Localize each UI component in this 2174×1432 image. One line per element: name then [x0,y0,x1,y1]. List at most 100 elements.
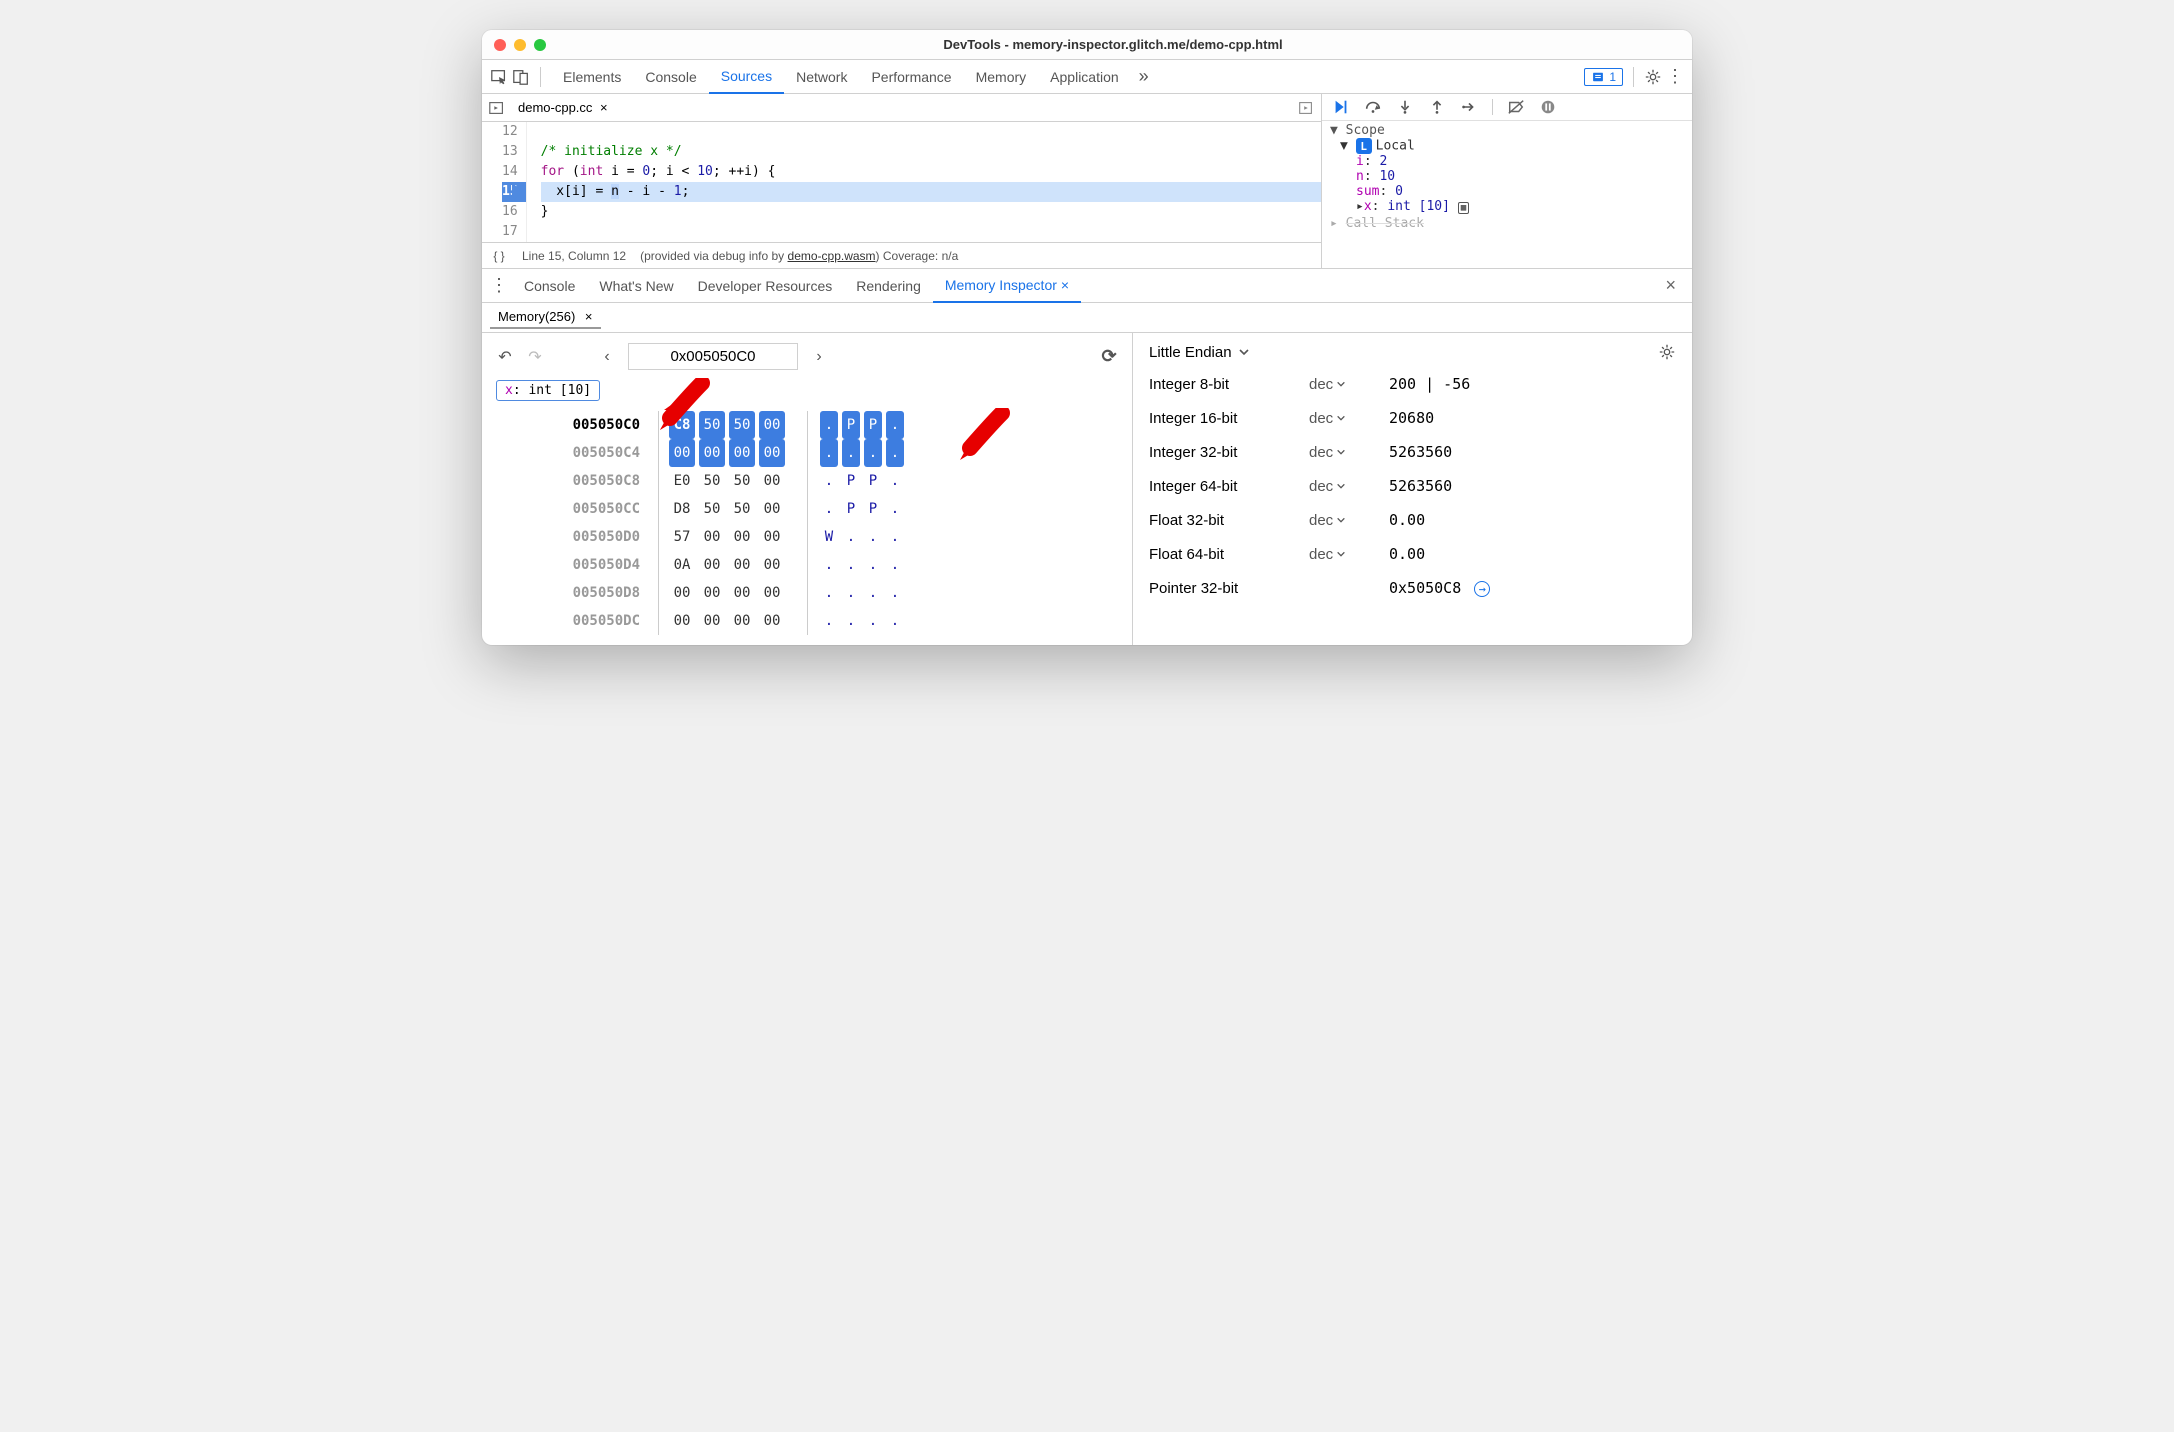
value-display: 200 | -56 [1389,375,1676,393]
hex-bytes[interactable]: 00000000 [658,607,808,635]
hex-address: 005050D4 [556,551,646,579]
next-page-icon[interactable]: › [810,348,828,366]
debugger-toolbar [1322,94,1692,121]
file-tab[interactable]: demo-cpp.cc × [514,100,612,115]
callstack-header[interactable]: ▸ Call Stack [1330,216,1684,231]
cursor-position: Line 15, Column 12 [522,249,626,263]
value-type-label: Float 64-bit [1149,546,1299,563]
value-mode-select[interactable]: dec [1309,546,1379,563]
step-into-icon[interactable] [1396,98,1414,116]
hex-bytes[interactable]: 0A000000 [658,551,808,579]
more-tabs-icon[interactable]: » [1135,68,1153,86]
scope-local[interactable]: ▼ LLocal [1330,138,1684,154]
close-drawer-tab-icon[interactable]: × [1061,277,1069,293]
pause-exceptions-icon[interactable] [1539,98,1557,116]
value-display: 20680 [1389,409,1676,427]
close-tab-icon[interactable]: × [600,100,608,115]
value-interpreter: Little Endian Integer 8-bit dec 200 | -56… [1132,333,1692,645]
maximize-window-button[interactable] [534,39,546,51]
main-tab-elements[interactable]: Elements [551,60,633,94]
run-snippet-icon[interactable] [1297,99,1315,117]
drawer-kebab-icon[interactable]: ⋮ [490,277,508,295]
hex-address: 005050CC [556,495,646,523]
scope-var-n[interactable]: n: 10 [1330,169,1684,184]
main-tab-memory[interactable]: Memory [964,60,1039,94]
hex-bytes[interactable]: 57000000 [658,523,808,551]
scope-var-x[interactable]: ▸x: int [10] ▦ [1330,199,1684,214]
prev-page-icon[interactable]: ‹ [598,348,616,366]
redo-icon[interactable]: ↷ [526,348,544,366]
navigator-toggle-icon[interactable] [488,99,506,117]
value-type-label: Integer 64-bit [1149,478,1299,495]
drawer-tab-memory-inspector[interactable]: Memory Inspector × [933,269,1081,303]
settings-icon[interactable] [1644,68,1662,86]
hex-ascii: .PP. [820,411,940,439]
debugger-sidebar: ▼ Scope ▼ LLocal i: 2 n: 10 sum: 0▸x: in… [1322,94,1692,268]
hex-bytes[interactable]: D8505000 [658,495,808,523]
main-tab-console[interactable]: Console [633,60,708,94]
hex-ascii: .PP. [820,495,940,523]
refresh-icon[interactable]: ⟳ [1100,348,1118,366]
format-icon[interactable]: { } [490,247,508,265]
main-tab-network[interactable]: Network [784,60,859,94]
titlebar: DevTools - memory-inspector.glitch.me/de… [482,30,1692,60]
device-toolbar-icon[interactable] [512,68,530,86]
hex-bytes[interactable]: 00000000 [658,439,808,467]
value-mode-select[interactable]: dec [1309,512,1379,529]
object-chip[interactable]: x: int [10] [496,380,600,401]
value-type-label: Integer 8-bit [1149,376,1299,393]
hex-ascii: .... [820,439,940,467]
scope-var-i[interactable]: i: 2 [1330,154,1684,169]
wasm-link[interactable]: demo-cpp.wasm [788,249,876,263]
issues-count: 1 [1609,70,1616,84]
value-row: Pointer 32-bit0x5050C8 → [1149,579,1676,597]
step-out-icon[interactable] [1428,98,1446,116]
memory-instance-tab[interactable]: Memory(256) × [490,306,601,329]
endianness-select[interactable]: Little Endian [1149,343,1676,361]
main-tab-performance[interactable]: Performance [859,60,963,94]
step-over-icon[interactable] [1364,98,1382,116]
scope-panel: ▼ Scope ▼ LLocal i: 2 n: 10 sum: 0▸x: in… [1322,121,1692,233]
drawer-tab-developer-resources[interactable]: Developer Resources [686,269,845,303]
value-mode-select[interactable]: dec [1309,478,1379,495]
line-gutter: 121314151617 [482,122,527,242]
main-tab-application[interactable]: Application [1038,60,1131,94]
resume-icon[interactable] [1332,98,1350,116]
scope-var-sum[interactable]: sum: 0 [1330,184,1684,199]
hex-address: 005050D8 [556,579,646,607]
drawer-close-icon[interactable]: × [1657,275,1684,296]
editor-status-bar: { } Line 15, Column 12 (provided via deb… [482,242,1321,268]
hex-bytes[interactable]: 00000000 [658,579,808,607]
hex-ascii: W... [820,523,940,551]
editor-pane: demo-cpp.cc × 121314151617 /* initialize… [482,94,1322,268]
window-title: DevTools - memory-inspector.glitch.me/de… [546,37,1680,52]
step-icon[interactable] [1460,98,1478,116]
close-window-button[interactable] [494,39,506,51]
value-row: Integer 8-bit dec 200 | -56 [1149,375,1676,393]
annotation-arrow-right [952,408,1012,463]
drawer-tab-console[interactable]: Console [512,269,587,303]
annotation-arrow-left [652,378,712,433]
scope-header[interactable]: ▼ Scope [1330,123,1684,138]
value-mode-select[interactable]: dec [1309,376,1379,393]
main-tab-sources[interactable]: Sources [709,60,784,94]
value-mode-select[interactable]: dec [1309,410,1379,427]
undo-icon[interactable]: ↶ [496,348,514,366]
value-type-label: Pointer 32-bit [1149,580,1299,597]
hex-bytes[interactable]: E0505000 [658,467,808,495]
drawer-tab-what-s-new[interactable]: What's New [587,269,685,303]
code-editor[interactable]: 121314151617 /* initialize x */ for (int… [482,122,1321,242]
value-mode-select[interactable]: dec [1309,444,1379,461]
close-memory-tab-icon[interactable]: × [585,309,593,324]
issues-badge[interactable]: 1 [1584,68,1623,86]
value-display: 0.00 [1389,545,1676,563]
hex-address: 005050C0 [556,411,646,439]
jump-to-address-icon[interactable]: → [1474,581,1490,597]
deactivate-breakpoints-icon[interactable] [1507,98,1525,116]
drawer-tab-rendering[interactable]: Rendering [844,269,933,303]
value-settings-icon[interactable] [1658,343,1676,361]
kebab-icon[interactable]: ⋮ [1666,68,1684,86]
inspect-icon[interactable] [490,68,508,86]
minimize-window-button[interactable] [514,39,526,51]
address-input[interactable] [628,343,798,370]
